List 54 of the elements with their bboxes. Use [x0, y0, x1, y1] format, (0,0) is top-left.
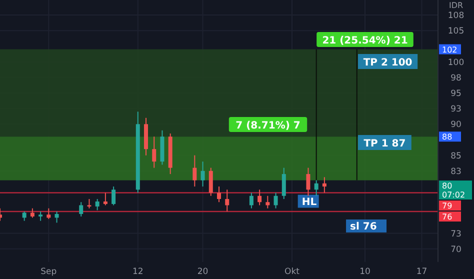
x-tick-label: 10 [360, 267, 370, 277]
text: 80 [442, 182, 452, 191]
candlestick [200, 161, 205, 188]
candlestick [225, 189, 230, 212]
y-tick-label: 105 [448, 26, 464, 37]
candlestick [38, 210, 43, 222]
candlestick [103, 192, 108, 206]
y-tick-label: 98 [450, 73, 462, 84]
candlestick [79, 202, 84, 217]
x-tick-label: 12 [132, 267, 144, 277]
text: 76 [442, 212, 452, 222]
y-tick-label: 70 [450, 244, 462, 255]
x-tick-label: Okt [284, 267, 300, 277]
candlestick [322, 176, 326, 194]
annotation: 21 (25.54%) 21 [322, 36, 408, 46]
annotation: TP 1 87 [364, 138, 406, 150]
y-tick-label: 93 [450, 104, 462, 115]
x-tick-label: Sep [40, 267, 57, 277]
candlestick [208, 167, 213, 196]
candlestick [266, 195, 270, 209]
candlestick [258, 189, 262, 206]
candlestick [46, 208, 51, 220]
ref-line-label: sl 76 [350, 221, 377, 232]
candlestick [54, 210, 59, 224]
text: 88 [442, 132, 452, 142]
text: 102 [442, 45, 458, 54]
candlestick [30, 208, 34, 218]
text: 07:02 [442, 190, 466, 200]
y-tick-label: 95 [450, 88, 462, 99]
y-tick-label: 100 [448, 58, 464, 68]
annotation: 7 (8.71%) 7 [236, 120, 300, 132]
candlestick [192, 154, 197, 188]
ref-line-label: HL [302, 196, 318, 208]
candlestick [112, 186, 116, 206]
candlestick [95, 198, 100, 211]
candlestick [314, 180, 318, 196]
y-axis-title: IDR [448, 1, 464, 10]
y-tick-label: 83 [450, 166, 462, 177]
candlestick [249, 192, 254, 209]
candlestick [274, 192, 278, 209]
y-tick-label: 85 [450, 151, 462, 162]
y-tick-label: 73 [450, 229, 462, 240]
candlestick [87, 198, 92, 209]
candlestick [152, 136, 156, 168]
x-tick-label: 20 [197, 267, 208, 277]
annotation: TP 2 100 [363, 58, 412, 68]
y-tick-label: 90 [450, 120, 462, 130]
candlestick [217, 186, 221, 203]
x-tick-label: 17 [416, 267, 428, 277]
text: 79 [442, 202, 452, 211]
y-tick-label: 108 [448, 10, 464, 21]
candlestick [282, 167, 286, 200]
candlestick [306, 167, 310, 196]
candlestick [22, 210, 26, 222]
